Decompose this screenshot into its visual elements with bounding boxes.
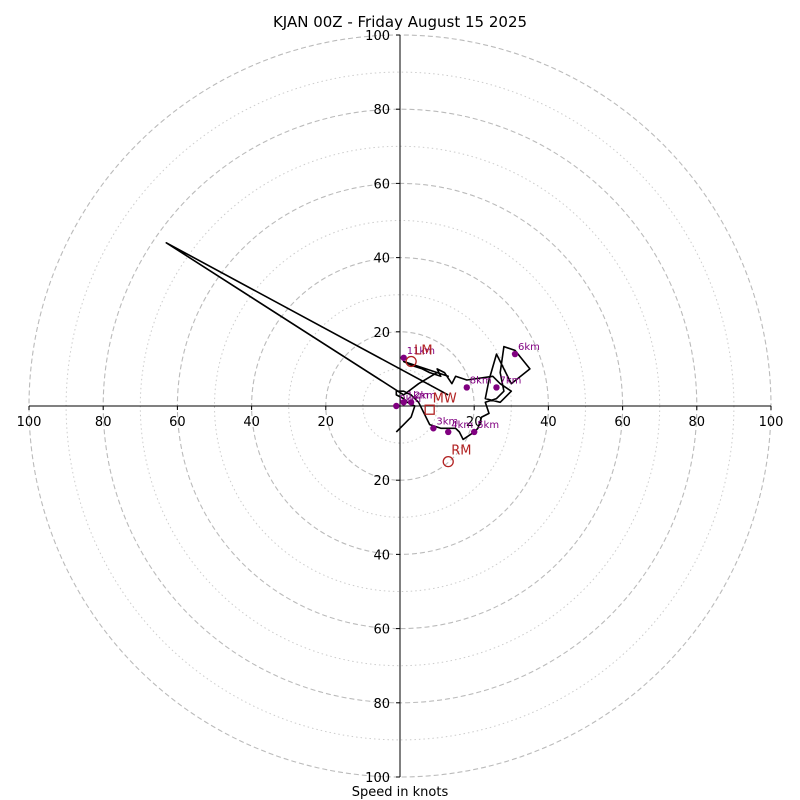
y-tick-label: 60 <box>373 623 390 638</box>
height-label-8km: 8km <box>470 375 492 386</box>
chart-title: KJAN 00Z - Friday August 15 2025 <box>273 13 527 31</box>
storm-motion-MW <box>424 404 435 415</box>
hodograph-trace <box>165 242 531 441</box>
height-marker-5km <box>471 428 478 436</box>
height-label-2km: 2km <box>414 390 436 401</box>
height-label-7km: 7km <box>499 375 521 386</box>
x-tick-label: 20 <box>318 415 335 430</box>
height-marker-4km <box>445 428 452 436</box>
y-tick-label: 80 <box>373 103 390 118</box>
height-marker-11km <box>400 354 407 361</box>
y-tick-label: 80 <box>373 697 390 712</box>
storm-motion-label-RM: RM <box>451 444 471 459</box>
storm-motion-LM <box>405 355 417 368</box>
storm-motion-label-LM: LM <box>414 343 432 358</box>
height-label-11km: 11km <box>407 346 435 357</box>
x-tick-label: 40 <box>243 415 260 430</box>
y-tick-label: 20 <box>373 326 390 341</box>
storm-motion-RM <box>442 455 454 468</box>
y-tick-label: 20 <box>373 474 390 489</box>
hodograph-line <box>165 242 531 441</box>
height-markers: 0km1km2km3km4km5km6km7km8km11km <box>393 342 540 436</box>
tick-labels: 100 80 60 40 20 20 40 60 80 100100806040202040608… <box>17 29 784 786</box>
y-tick-label: 60 <box>373 177 390 192</box>
height-label-6km: 6km <box>518 342 540 353</box>
height-marker-8km <box>463 384 470 391</box>
y-tick-label: 40 <box>373 252 390 267</box>
y-tick-label: 40 <box>373 548 390 563</box>
x-axis-label: Speed in knots <box>352 785 449 800</box>
y-tick-label: 100 <box>365 29 390 44</box>
x-tick-label: 100 <box>759 415 784 430</box>
x-tick-label: 40 <box>540 415 557 430</box>
height-marker-1km <box>400 399 407 406</box>
height-label-1km: 1km <box>407 390 429 401</box>
x-tick-label: 60 <box>614 415 631 430</box>
height-marker-3km <box>430 425 437 432</box>
storm-motion-label-MW: MW <box>433 392 457 407</box>
height-marker-0km <box>393 402 400 410</box>
height-marker-2km <box>407 399 415 406</box>
height-marker-7km <box>493 384 500 391</box>
height-marker-6km <box>511 350 519 358</box>
height-label-3km: 3km <box>436 416 458 427</box>
x-tick-label: 80 <box>95 415 112 430</box>
height-label-5km: 5km <box>477 420 499 431</box>
x-tick-label: 100 <box>17 415 42 430</box>
storm-motion-markers: LM MW RM <box>405 343 471 468</box>
height-label-4km: 4km <box>451 420 473 431</box>
y-tick-label: 100 <box>365 771 390 786</box>
x-tick-label: 60 <box>169 415 186 430</box>
x-tick-label: 80 <box>689 415 706 430</box>
axes <box>28 34 772 778</box>
